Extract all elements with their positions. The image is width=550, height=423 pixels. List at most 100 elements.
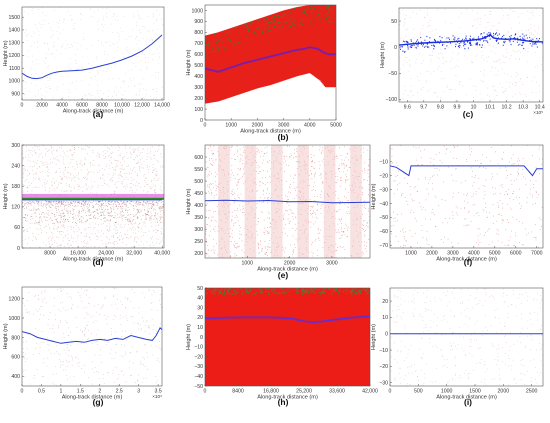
noise-photon bbox=[212, 165, 214, 166]
noise-photon bbox=[257, 167, 259, 169]
noise-photon bbox=[211, 220, 213, 221]
noise-photon bbox=[315, 190, 316, 191]
noise-photon bbox=[28, 12, 29, 14]
noise-photon bbox=[48, 241, 50, 242]
noise-photon bbox=[116, 15, 118, 17]
subsurface-photon bbox=[79, 202, 81, 204]
noise-photon bbox=[345, 166, 347, 168]
noise-photon bbox=[49, 243, 50, 245]
noise-photon bbox=[133, 151, 135, 152]
noise-photon bbox=[111, 236, 113, 237]
noise-photon bbox=[41, 94, 42, 96]
surface-photon bbox=[232, 41, 234, 43]
surface-photon bbox=[214, 34, 216, 36]
noise-photon bbox=[77, 166, 78, 168]
noise-photon bbox=[502, 55, 504, 57]
noise-photon bbox=[137, 173, 138, 174]
surface-photon bbox=[259, 34, 261, 36]
subsurface-photon bbox=[127, 201, 129, 202]
noise-photon bbox=[399, 100, 401, 102]
noise-photon bbox=[138, 183, 140, 185]
noise-photon bbox=[25, 54, 26, 56]
noise-photon bbox=[110, 204, 112, 205]
noise-photon bbox=[114, 14, 116, 15]
signal-photon bbox=[467, 41, 468, 43]
noise-photon bbox=[81, 222, 83, 223]
noise-photon bbox=[514, 93, 516, 95]
noise-photon bbox=[72, 246, 74, 248]
noise-photon bbox=[344, 167, 345, 169]
noise-photon bbox=[427, 21, 429, 23]
noise-photon bbox=[450, 68, 452, 70]
noise-photon bbox=[319, 175, 321, 176]
noise-photon bbox=[118, 175, 119, 176]
noise-photon bbox=[46, 66, 48, 68]
signal-photon bbox=[463, 45, 465, 47]
noise-column bbox=[237, 25, 240, 95]
noise-photon bbox=[426, 11, 428, 13]
noise-photon bbox=[132, 168, 134, 170]
surface-photon bbox=[284, 13, 286, 15]
noise-photon bbox=[111, 177, 113, 178]
noise-photon bbox=[136, 236, 138, 238]
noise-photon bbox=[25, 30, 27, 32]
noise-photon bbox=[141, 163, 143, 165]
noise-photon bbox=[151, 214, 153, 216]
noise-photon bbox=[46, 76, 48, 78]
noise-photon bbox=[129, 221, 130, 222]
noise-column bbox=[260, 17, 263, 88]
noise-photon bbox=[340, 235, 342, 236]
noise-photon bbox=[72, 155, 73, 157]
noise-photon bbox=[465, 224, 467, 226]
noise-photon bbox=[290, 192, 291, 194]
noise-photon bbox=[526, 30, 527, 31]
noise-photon bbox=[64, 190, 66, 192]
noise-photon bbox=[289, 157, 291, 158]
noise-photon bbox=[258, 252, 260, 253]
noise-photon bbox=[493, 46, 494, 48]
surface-photon bbox=[224, 47, 226, 49]
noise-photon bbox=[424, 209, 426, 211]
noise-photon bbox=[146, 43, 148, 45]
signal-photon bbox=[454, 38, 456, 40]
noise-photon bbox=[59, 146, 61, 148]
noise-photon bbox=[234, 255, 236, 257]
subsurface-photon bbox=[129, 202, 131, 204]
noise-photon bbox=[348, 167, 350, 168]
subsurface-photon bbox=[132, 201, 134, 203]
noise-column bbox=[299, 6, 302, 76]
subsurface-photon bbox=[67, 219, 69, 220]
noise-photon bbox=[140, 201, 141, 203]
signal-photon bbox=[489, 32, 491, 34]
noise-photon bbox=[132, 29, 134, 30]
noise-photon bbox=[71, 228, 72, 230]
noise-photon bbox=[103, 179, 105, 181]
noise-photon bbox=[322, 150, 324, 152]
noise-photon bbox=[428, 244, 430, 246]
noise-photon bbox=[47, 216, 48, 218]
subsurface-photon bbox=[75, 201, 77, 202]
noise-photon bbox=[258, 173, 259, 174]
subsurface-photon bbox=[156, 205, 158, 207]
surface-photon bbox=[282, 17, 284, 18]
subsurface-photon bbox=[78, 201, 80, 203]
subsurface-photon bbox=[23, 208, 25, 210]
noise-photon bbox=[73, 98, 75, 100]
subsurface-photon bbox=[133, 208, 135, 209]
noise-photon bbox=[337, 231, 339, 233]
surface-photon bbox=[306, 8, 308, 10]
noise-photon bbox=[68, 172, 69, 173]
subsurface-photon bbox=[147, 212, 149, 214]
noise-photon bbox=[287, 145, 288, 147]
noise-photon bbox=[403, 25, 404, 27]
surface-photon bbox=[205, 37, 207, 39]
surface-photon bbox=[217, 50, 219, 52]
noise-photon bbox=[24, 88, 26, 90]
noise-photon bbox=[121, 168, 122, 170]
subsurface-photon bbox=[82, 209, 84, 211]
surface-photon bbox=[208, 44, 210, 45]
noise-photon bbox=[123, 56, 125, 58]
noise-photon bbox=[430, 61, 432, 63]
noise-photon bbox=[282, 215, 284, 217]
subsurface-photon bbox=[117, 201, 119, 203]
